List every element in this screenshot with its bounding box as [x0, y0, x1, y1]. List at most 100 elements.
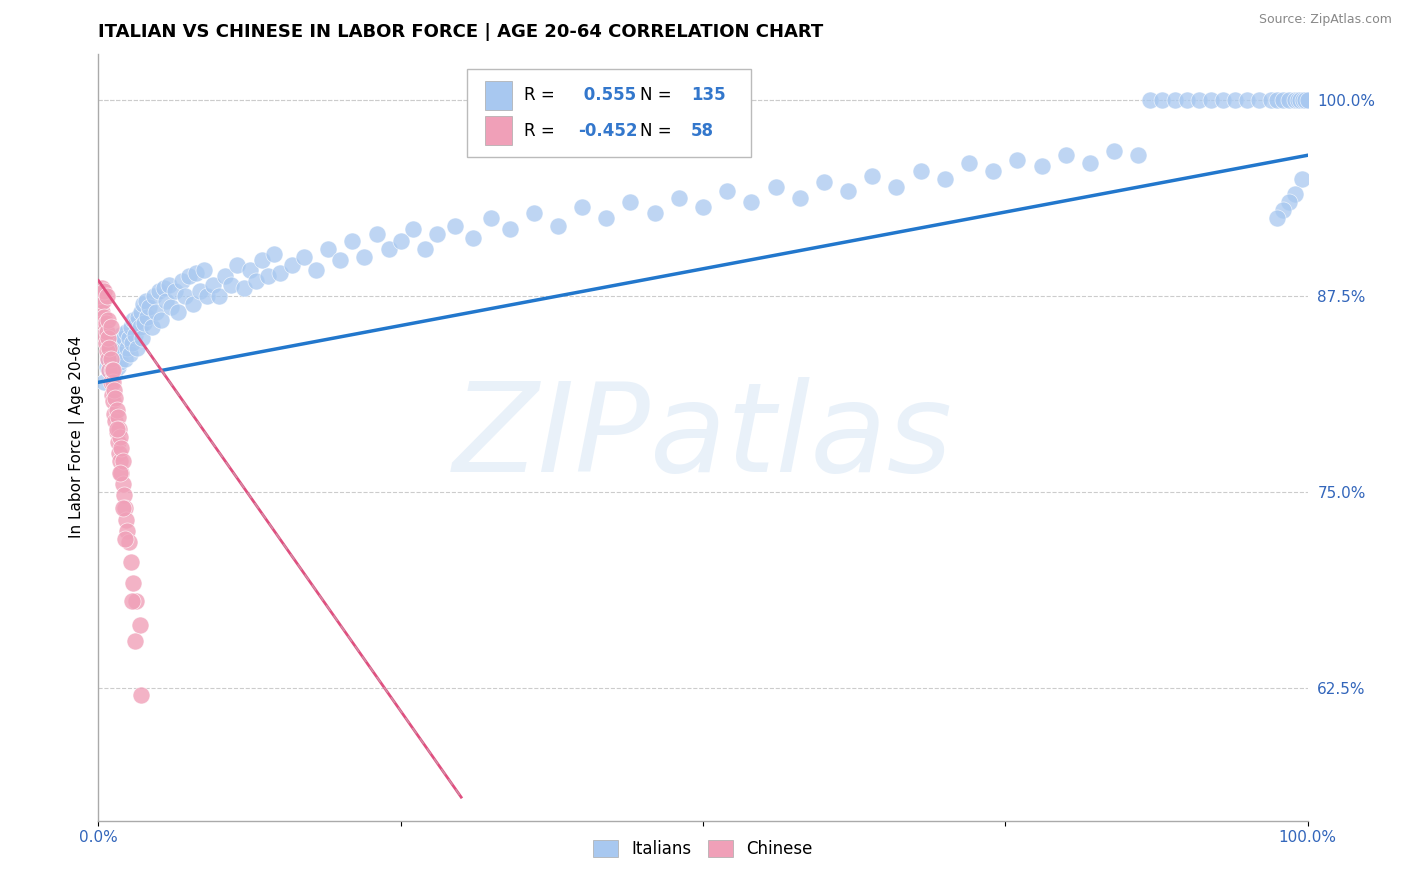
Point: [134, 316, 156, 330]
Point: [305, 262, 328, 277]
Point: [1139, 94, 1161, 108]
Point: [108, 430, 131, 444]
Point: [1286, 94, 1309, 108]
Point: [103, 383, 125, 397]
Point: [1284, 187, 1306, 202]
Point: [1272, 203, 1295, 218]
Point: [97, 312, 120, 326]
Point: [957, 156, 980, 170]
Point: [107, 359, 129, 374]
Point: [232, 281, 254, 295]
Point: [117, 524, 139, 538]
Point: [101, 363, 124, 377]
Point: [226, 258, 249, 272]
Point: [1212, 94, 1234, 108]
Point: [105, 425, 128, 440]
Point: [100, 363, 122, 377]
Point: [96, 359, 118, 374]
Point: [523, 206, 546, 220]
Point: [120, 555, 142, 569]
Point: [1291, 171, 1313, 186]
Point: [389, 235, 412, 249]
Point: [107, 434, 129, 449]
Point: [163, 285, 186, 299]
Point: [366, 227, 388, 241]
Point: [202, 278, 225, 293]
Point: [157, 278, 180, 293]
Point: [105, 422, 128, 436]
Text: N =: N =: [640, 87, 678, 104]
Point: [329, 253, 352, 268]
Point: [114, 532, 136, 546]
Point: [342, 235, 364, 249]
Point: [121, 336, 143, 351]
Point: [160, 300, 183, 314]
Point: [150, 312, 173, 326]
Point: [124, 328, 146, 343]
Point: [1294, 94, 1316, 108]
Point: [128, 320, 150, 334]
Point: [426, 227, 449, 241]
Point: [104, 414, 127, 428]
Point: [195, 289, 218, 303]
Point: [1152, 94, 1174, 108]
Point: [221, 278, 243, 293]
Point: [269, 266, 291, 280]
Point: [668, 190, 690, 204]
Point: [193, 262, 215, 277]
Point: [93, 310, 115, 324]
Point: [108, 336, 131, 351]
Point: [101, 347, 124, 361]
Point: [111, 453, 134, 467]
Text: 0.555: 0.555: [578, 87, 637, 104]
Point: [90, 297, 112, 311]
Point: [619, 195, 641, 210]
Point: [1163, 94, 1185, 108]
Point: [131, 331, 153, 345]
Legend: Italians, Chinese: Italians, Chinese: [585, 831, 821, 866]
Point: [100, 357, 122, 371]
Point: [98, 341, 121, 355]
Point: [118, 535, 141, 549]
Point: [91, 281, 114, 295]
Text: ZIPatlas: ZIPatlas: [453, 376, 953, 498]
Point: [1236, 94, 1258, 108]
Point: [91, 305, 114, 319]
Point: [208, 289, 231, 303]
Point: [789, 190, 811, 204]
Point: [860, 169, 883, 183]
Y-axis label: In Labor Force | Age 20-64: In Labor Force | Age 20-64: [69, 336, 84, 538]
Point: [110, 441, 132, 455]
Point: [100, 320, 122, 334]
Point: [138, 300, 160, 314]
Point: [108, 355, 131, 369]
Point: [103, 368, 125, 382]
Point: [135, 293, 157, 308]
Point: [256, 268, 278, 283]
Text: 135: 135: [690, 87, 725, 104]
Point: [93, 328, 115, 343]
Point: [692, 200, 714, 214]
Point: [125, 316, 148, 330]
Point: [377, 242, 399, 256]
Point: [115, 513, 138, 527]
Point: [93, 285, 115, 299]
Point: [104, 341, 127, 355]
Point: [1278, 94, 1301, 108]
Point: [111, 343, 134, 358]
Point: [498, 222, 520, 236]
Point: [239, 262, 262, 277]
Point: [444, 219, 467, 233]
Point: [1260, 94, 1282, 108]
Point: [837, 184, 859, 198]
Point: [1284, 94, 1306, 108]
Point: [132, 297, 155, 311]
Point: [122, 575, 145, 590]
Point: [1199, 94, 1222, 108]
Point: [127, 341, 149, 355]
Point: [1267, 94, 1289, 108]
Point: [281, 258, 304, 272]
Point: [141, 320, 163, 334]
Point: [100, 376, 122, 390]
Point: [145, 305, 167, 319]
